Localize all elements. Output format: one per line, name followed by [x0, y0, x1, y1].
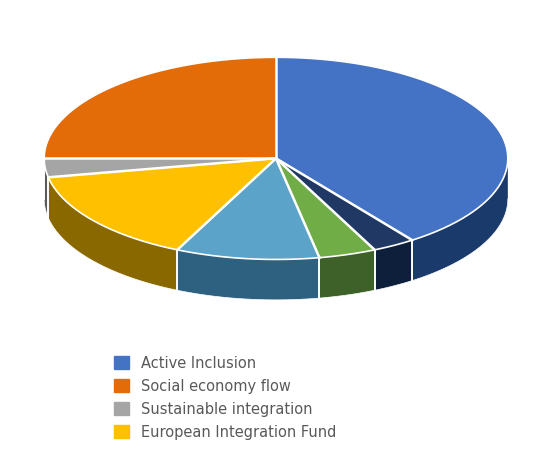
Polygon shape [44, 158, 276, 177]
Polygon shape [320, 250, 375, 298]
Polygon shape [44, 158, 48, 218]
Polygon shape [375, 240, 412, 290]
Polygon shape [276, 158, 375, 258]
Polygon shape [276, 57, 508, 240]
Legend: Active Inclusion, Social economy flow, Sustainable integration, European Integra: Active Inclusion, Social economy flow, S… [107, 349, 343, 447]
Polygon shape [48, 177, 177, 290]
Polygon shape [412, 159, 508, 281]
Polygon shape [177, 158, 320, 259]
Polygon shape [177, 250, 320, 300]
Polygon shape [276, 158, 412, 250]
Polygon shape [44, 57, 276, 158]
Polygon shape [48, 158, 276, 250]
